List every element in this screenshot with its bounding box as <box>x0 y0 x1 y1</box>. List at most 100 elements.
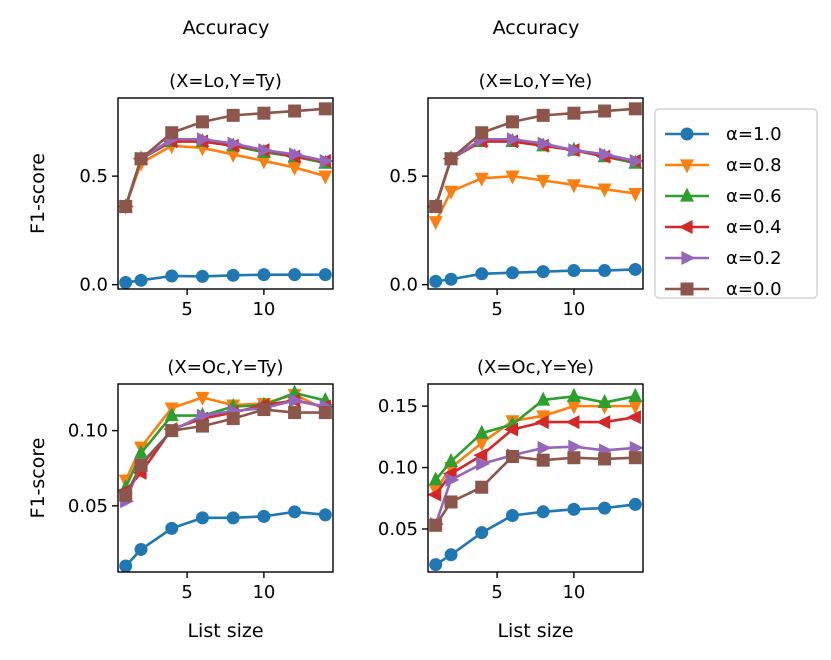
data-point <box>565 415 580 430</box>
series-a08 <box>428 170 643 231</box>
data-point <box>597 394 612 409</box>
data-point <box>505 508 519 522</box>
series-a00 <box>119 403 332 502</box>
data-point <box>444 453 459 468</box>
panel-2: 5 10 0.0 0.5 (X=Lo,Y=Ye) <box>389 71 644 320</box>
series-a04 <box>428 410 641 502</box>
data-point <box>444 548 458 562</box>
data-point <box>597 183 612 198</box>
data-point <box>506 132 521 147</box>
legend-label: α=1.0 <box>726 124 782 145</box>
series-line <box>124 510 326 567</box>
data-point <box>288 406 302 420</box>
data-point <box>318 102 332 116</box>
plot-area <box>118 384 333 572</box>
series-a10 <box>119 268 332 289</box>
legend-label: α=0.6 <box>726 186 782 207</box>
legend: α=1.0 α=0.8 α=0.6 α=0.4 α=0.2 α=0.0 <box>654 108 818 300</box>
data-point <box>428 216 443 231</box>
data-point <box>226 511 240 525</box>
data-point <box>475 267 489 281</box>
data-point <box>598 104 612 118</box>
data-point <box>567 106 581 120</box>
data-point <box>257 268 271 282</box>
supertitle-right: Accuracy <box>493 17 580 39</box>
data-point <box>429 518 443 532</box>
data-point <box>629 153 643 168</box>
legend-entry-a06: α=0.6 <box>665 186 782 207</box>
data-point <box>566 400 581 415</box>
series-line <box>434 174 636 223</box>
data-point <box>628 387 643 402</box>
data-point <box>165 126 179 140</box>
data-point <box>444 272 458 286</box>
data-point <box>505 266 519 280</box>
data-point <box>476 456 491 471</box>
data-point <box>196 408 211 423</box>
series-line <box>434 394 636 481</box>
y-tick-label: 0.5 <box>79 166 108 187</box>
data-point <box>318 268 332 282</box>
data-point <box>195 391 210 406</box>
data-point <box>568 439 583 454</box>
data-point <box>567 451 581 465</box>
legend-label: α=0.8 <box>726 155 782 176</box>
data-point <box>628 102 642 116</box>
data-point <box>474 172 489 187</box>
panel-title: (X=Lo,Y=Ye) <box>479 71 593 92</box>
data-point <box>536 391 551 406</box>
data-point <box>474 437 489 452</box>
data-point <box>119 275 133 289</box>
legend-marker <box>681 251 696 265</box>
data-point <box>287 161 302 176</box>
series-a02 <box>430 439 643 532</box>
x-tick-label: 10 <box>562 582 585 603</box>
panels: 5 10 0.0 0.5 (X=Lo,Y=Ty) F1-score 5 10 0.0 0.5 (X=… <box>27 71 644 642</box>
data-point <box>258 143 273 158</box>
data-point <box>473 448 488 463</box>
axes-frame <box>427 383 644 573</box>
data-point <box>537 440 552 455</box>
data-point <box>444 185 459 200</box>
legend-marker <box>680 282 694 296</box>
x-axis-label: List size <box>187 620 263 642</box>
data-point <box>134 444 149 459</box>
data-point <box>195 511 209 525</box>
data-point <box>567 502 581 516</box>
series-a10 <box>429 262 642 288</box>
series-a06 <box>428 387 643 486</box>
legend-label: α=0.0 <box>726 279 782 300</box>
legend-entry-a04: α=0.4 <box>665 217 782 238</box>
data-point <box>164 407 179 422</box>
data-point <box>289 393 304 408</box>
series-a04 <box>118 134 331 214</box>
data-point <box>534 415 549 430</box>
axes-frame <box>117 383 334 573</box>
series-line <box>434 137 636 207</box>
series-a00 <box>429 102 642 214</box>
data-point <box>628 497 642 511</box>
data-point <box>599 147 614 162</box>
data-point <box>475 526 489 540</box>
data-point <box>568 143 583 158</box>
data-point <box>288 505 302 519</box>
data-point <box>628 262 642 276</box>
series-a04 <box>428 134 641 214</box>
series-a08 <box>118 388 333 489</box>
data-point <box>536 265 550 279</box>
data-point <box>505 170 520 185</box>
series-a10 <box>429 497 642 572</box>
data-point <box>227 136 242 151</box>
data-point <box>428 471 443 486</box>
legend-marker <box>680 187 694 202</box>
data-point <box>319 153 333 168</box>
panel-title: (X=Lo,Y=Ty) <box>169 71 282 92</box>
y-tick-label: 0.10 <box>68 421 108 442</box>
y-tick-label: 0.05 <box>378 519 418 540</box>
data-point <box>318 508 332 522</box>
panel-4: 5 10 0.05 0.10 0.15 (X=Oc,Y=Ye) List size <box>378 357 644 642</box>
data-point <box>119 559 133 572</box>
data-point <box>475 126 489 140</box>
data-point <box>536 174 551 189</box>
